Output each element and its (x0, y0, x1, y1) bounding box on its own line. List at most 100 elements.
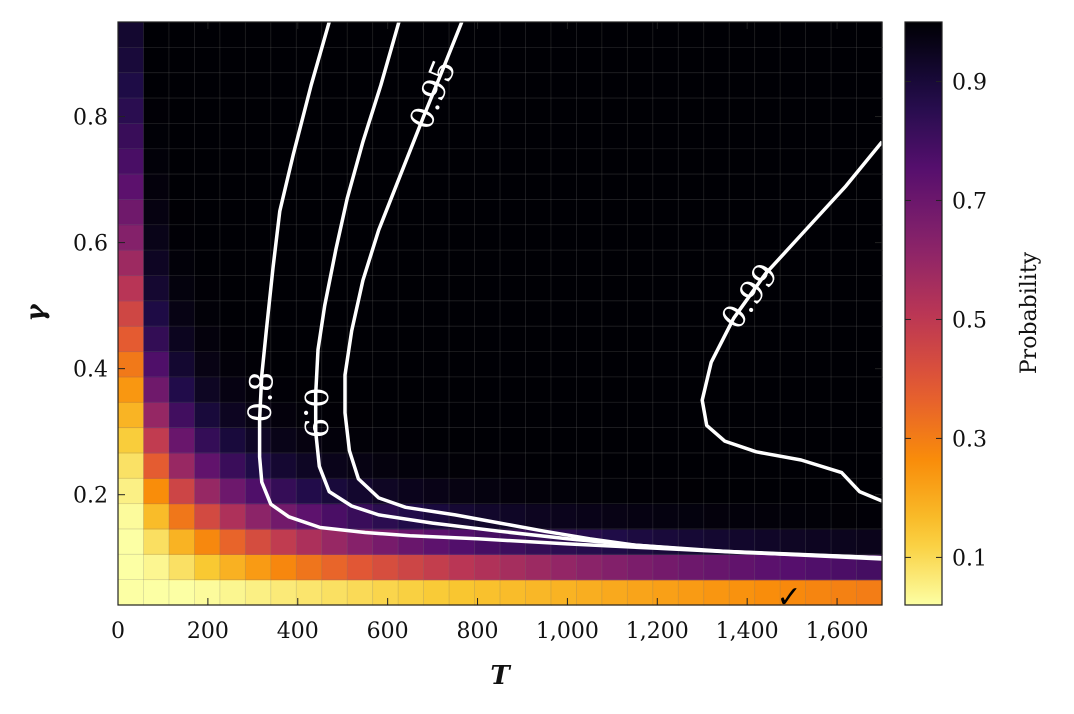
heatmap-cell (729, 326, 756, 353)
heatmap-cell (143, 47, 170, 74)
heatmap-cell (831, 72, 858, 99)
heatmap-cell (754, 224, 781, 251)
heatmap-cell (856, 72, 883, 99)
heatmap-cell (372, 579, 399, 606)
heatmap-cell (500, 199, 527, 226)
heatmap-cell (576, 123, 603, 150)
heatmap-cell (474, 123, 501, 150)
x-tick-label: 1,400 (716, 619, 779, 644)
heatmap-cell (805, 579, 832, 606)
heatmap-cell (398, 199, 425, 226)
heatmap-cell (627, 275, 654, 302)
y-tick-label: 0.2 (73, 484, 108, 509)
heatmap-cell (652, 123, 679, 150)
heatmap-cell (270, 579, 297, 606)
heatmap-cell (805, 326, 832, 353)
heatmap-cell (678, 503, 705, 530)
heatmap-cell (780, 275, 807, 302)
heatmap-cell (398, 351, 425, 378)
heatmap-cell (219, 579, 246, 606)
heatmap-cell (703, 148, 730, 175)
heatmap-cell (729, 98, 756, 124)
heatmap-cell (652, 478, 679, 505)
heatmap-cell (652, 98, 679, 124)
x-tick-label: 200 (187, 619, 229, 644)
heatmap-cell (729, 402, 756, 429)
colorbar-title: Probability (1017, 251, 1042, 374)
heatmap-cell (474, 554, 501, 581)
heatmap-cell (296, 98, 323, 124)
heatmap-cell (245, 579, 272, 606)
heatmap-cell (678, 402, 705, 429)
heatmap-cell (321, 427, 348, 454)
heatmap-cell (168, 123, 195, 150)
heatmap-cell (780, 300, 807, 327)
heatmap-cell (780, 376, 807, 403)
heatmap-cell (856, 174, 883, 201)
heatmap-cell (168, 579, 195, 606)
heatmap-cell (118, 123, 145, 150)
heatmap-cell (856, 300, 883, 327)
heatmap-cell (500, 452, 527, 479)
heatmap-cell (398, 250, 425, 277)
heatmap-cell (372, 326, 399, 353)
heatmap-cell (143, 275, 170, 302)
heatmap-cell (474, 275, 501, 302)
heatmap-cell (168, 72, 195, 99)
heatmap-cell (729, 174, 756, 201)
heatmap-cell (652, 528, 679, 555)
heatmap-cell (423, 22, 450, 48)
heatmap-cell (780, 199, 807, 226)
heatmap-cell (449, 47, 476, 74)
heatmap-cell (500, 427, 527, 454)
contour-line-0-99 (700, 140, 882, 503)
heatmap-cell (398, 224, 425, 251)
heatmap-cell (652, 199, 679, 226)
heatmap-cell (678, 351, 705, 378)
heatmap-cell (678, 22, 705, 48)
heatmap-cell (372, 123, 399, 150)
heatmap-cell (627, 300, 654, 327)
heatmap-cell (729, 250, 756, 277)
heatmap-cell (270, 376, 297, 403)
heatmap-cell (652, 224, 679, 251)
heatmap-cell (398, 47, 425, 74)
heatmap-cell (805, 250, 832, 277)
heatmap-cell (194, 224, 221, 251)
heatmap-cell (805, 376, 832, 403)
heatmap-cell (118, 579, 145, 606)
heatmap-cell (525, 47, 552, 74)
heatmap-cell (601, 402, 628, 429)
heatmap-cell (703, 300, 730, 327)
heatmap-cell (449, 528, 476, 555)
heatmap-cell (601, 503, 628, 530)
heatmap-cell (347, 376, 374, 403)
heatmap-cell (729, 579, 756, 606)
heatmap-cell (245, 275, 272, 302)
heatmap-cell (118, 98, 145, 124)
heatmap-cell (601, 22, 628, 48)
heatmap-cell (576, 351, 603, 378)
heatmap-cell (550, 452, 577, 479)
heatmap-cell (474, 503, 501, 530)
heatmap-cell (550, 98, 577, 124)
heatmap-cell (296, 528, 323, 555)
heatmap-cell (118, 148, 145, 175)
heatmap-cell (245, 224, 272, 251)
heatmap-cell (652, 148, 679, 175)
heatmap-cell (500, 579, 527, 606)
x-tick-label: 0 (111, 619, 125, 644)
heatmap-cell (296, 250, 323, 277)
heatmap-cell (423, 148, 450, 175)
heatmap-cell (219, 376, 246, 403)
heatmap-cell (423, 452, 450, 479)
heatmap-cell (500, 554, 527, 581)
heatmap-cell (550, 402, 577, 429)
heatmap-cell (168, 528, 195, 555)
heatmap-cell (780, 402, 807, 429)
heatmap-cell (525, 452, 552, 479)
heatmap-cell (831, 579, 858, 606)
heatmap-cell (423, 300, 450, 327)
heatmap-cell (194, 72, 221, 99)
heatmap-cell (550, 427, 577, 454)
